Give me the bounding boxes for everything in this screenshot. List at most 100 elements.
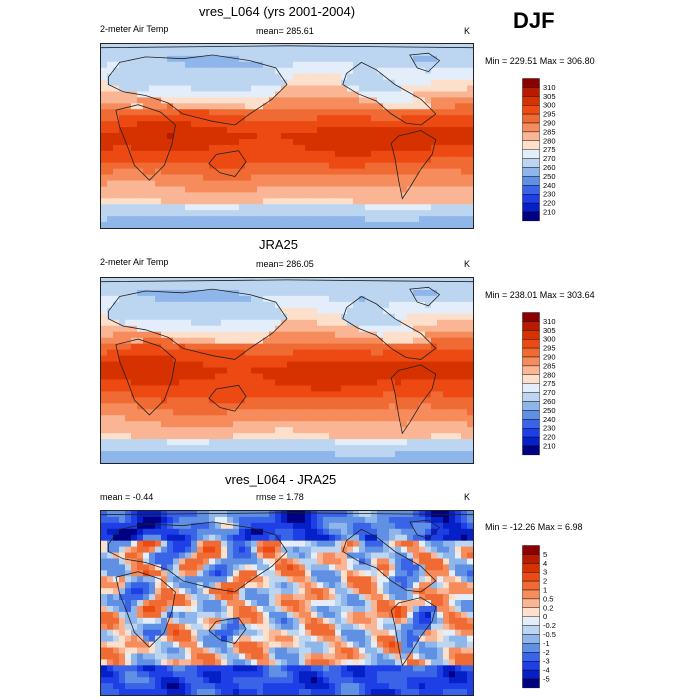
grid-cell — [143, 55, 150, 63]
grid-cell — [197, 127, 204, 134]
grid-cell — [341, 451, 348, 458]
grid-cell — [293, 427, 300, 434]
grid-cell — [407, 79, 414, 87]
grid-cell — [287, 198, 294, 205]
grid-cell — [215, 379, 222, 387]
grid-cell — [161, 55, 168, 63]
grid-cell — [257, 558, 264, 566]
grid-cell — [143, 457, 150, 463]
grid-cell — [431, 546, 438, 554]
grid-cell — [323, 278, 330, 285]
grid-cell — [173, 582, 180, 589]
grid-cell — [275, 588, 282, 595]
grid-cell — [371, 295, 378, 303]
grid-cell — [281, 516, 288, 524]
grid-cell — [125, 558, 132, 566]
grid-cell — [269, 367, 276, 375]
grid-cell — [227, 546, 234, 554]
grid-cell — [239, 445, 246, 452]
grid-cell — [191, 403, 198, 410]
grid-cell — [275, 349, 282, 357]
grid-cell — [389, 343, 396, 351]
grid-cell — [377, 403, 384, 410]
grid-cell — [221, 379, 228, 387]
grid-cell — [179, 552, 186, 560]
grid-cell — [173, 216, 180, 223]
grid-cell — [347, 415, 354, 422]
grid-cell — [347, 355, 354, 363]
grid-cell — [419, 403, 426, 410]
grid-cell — [251, 55, 258, 63]
grid-cell — [263, 379, 270, 387]
grid-cell — [167, 79, 174, 87]
grid-cell — [437, 307, 444, 315]
grid-cell — [161, 121, 168, 128]
grid-cell — [341, 516, 348, 524]
grid-cell — [125, 198, 132, 205]
grid-cell — [239, 582, 246, 589]
grid-cell — [467, 600, 473, 607]
grid-cell — [275, 150, 282, 158]
grid-cell — [185, 391, 192, 398]
grid-cell — [317, 325, 324, 333]
grid-cell — [191, 115, 198, 122]
grid-cell — [371, 103, 378, 110]
grid-cell — [131, 138, 138, 146]
grid-cell — [455, 295, 462, 303]
grid-cell — [137, 49, 144, 57]
grid-cell — [383, 403, 390, 410]
grid-cell — [155, 582, 162, 589]
grid-cell — [197, 150, 204, 158]
grid-cell — [101, 594, 108, 601]
grid-cell — [317, 397, 324, 404]
grid-cell — [377, 397, 384, 404]
grid-cell — [449, 546, 456, 554]
grid-cell — [245, 427, 252, 434]
grid-cell — [431, 600, 438, 607]
grid-cell — [263, 337, 270, 345]
grid-cell — [161, 325, 168, 333]
grid-cell — [101, 156, 108, 164]
grid-cell — [215, 133, 222, 140]
grid-cell — [341, 546, 348, 554]
grid-cell — [437, 361, 444, 369]
grid-cell — [461, 564, 468, 571]
grid-cell — [461, 349, 468, 357]
grid-cell — [323, 421, 330, 428]
grid-cell — [209, 511, 216, 518]
grid-cell — [353, 588, 360, 595]
grid-cell — [329, 397, 336, 404]
grid-cell — [197, 409, 204, 416]
grid-cell — [131, 319, 138, 327]
grid-cell — [287, 385, 294, 392]
grid-cell — [113, 534, 120, 542]
grid-cell — [329, 91, 336, 99]
grid-cell — [377, 409, 384, 416]
grid-cell — [353, 174, 360, 182]
grid-cell — [419, 445, 426, 452]
grid-cell — [173, 570, 180, 577]
grid-cell — [437, 409, 444, 416]
grid-cell — [347, 528, 354, 536]
grid-cell — [467, 373, 473, 381]
grid-cell — [425, 216, 432, 223]
grid-cell — [467, 127, 473, 134]
grid-cell — [389, 174, 396, 182]
grid-cell — [149, 192, 156, 199]
grid-cell — [347, 397, 354, 404]
grid-cell — [209, 307, 216, 315]
grid-cell — [263, 403, 270, 410]
grid-cell — [353, 331, 360, 339]
grid-cell — [425, 295, 432, 303]
grid-cell — [437, 85, 444, 93]
grid-cell — [275, 558, 282, 566]
grid-cell — [149, 319, 156, 327]
grid-cell — [413, 439, 420, 446]
grid-cell — [389, 307, 396, 315]
grid-cell — [299, 174, 306, 182]
grid-cell — [419, 397, 426, 404]
grid-cell — [191, 445, 198, 452]
grid-cell — [305, 115, 312, 122]
grid-cell — [287, 144, 294, 152]
grid-cell — [359, 97, 366, 104]
